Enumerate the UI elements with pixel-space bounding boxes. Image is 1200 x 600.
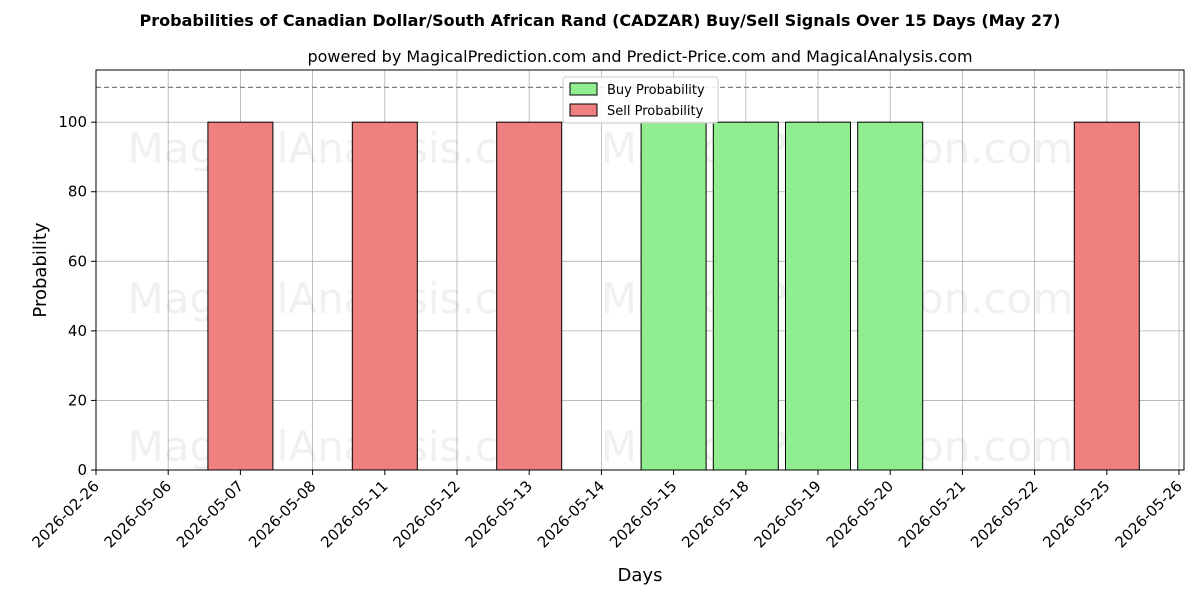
x-tick-label-9: 2026-05-18 [678,477,752,551]
x-tick-label-4: 2026-05-11 [317,477,391,551]
legend-box [562,76,719,124]
y-tick-label-5: 100 [58,113,87,131]
x-tick-label-6: 2026-05-13 [462,477,536,551]
sell-bar-1 [351,121,418,471]
y-tick-label-0: 0 [77,461,87,479]
x-tick-label-12: 2026-05-21 [895,477,969,551]
x-tick-label-10: 2026-05-19 [750,477,824,551]
x-tick-label-8: 2026-05-15 [606,477,680,551]
plot-frame [95,69,1185,471]
buy-bar-3 [857,121,924,471]
chart-subtitle: powered by MagicalPrediction.com and Pre… [307,47,972,66]
buy-bar-0 [640,121,707,471]
bars [207,121,1140,471]
legend: Buy Probability Sell Probability [562,76,719,124]
buy-bar-1 [712,121,779,471]
y-tick-label-1: 20 [68,391,87,409]
y-tick-label-2: 40 [68,322,87,340]
watermark-text: MagicalAnalysis.com [128,422,565,471]
sell-bar-0 [207,121,274,471]
legend-swatch-sell [569,103,598,117]
watermark-text: MagicalAnalysis.com [128,274,565,323]
x-tick-label-14: 2026-05-25 [1039,477,1113,551]
y-tick-label-4: 80 [68,183,87,201]
chart-title: Probabilities of Canadian Dollar/South A… [140,11,1061,30]
watermark-text: MagicalAnalysis.com [128,124,565,173]
x-axis-ticks: 2026-02-262026-05-062026-05-072026-05-08… [28,470,1186,551]
legend-label-buy: Buy Probability [607,83,705,98]
x-axis-label: Days [618,565,663,586]
x-tick-label-15: 2026-05-26 [1111,477,1185,551]
y-tick-label-3: 60 [68,252,87,270]
x-tick-label-3: 2026-05-08 [245,477,319,551]
sell-bar-3 [1073,121,1140,471]
x-tick-label-0: 2026-02-26 [28,477,102,551]
legend-swatch-buy [569,82,598,96]
legend-label-sell: Sell Probability [607,104,704,119]
x-tick-label-11: 2026-05-20 [823,477,897,551]
x-tick-label-5: 2026-05-12 [389,477,463,551]
buy-bar-2 [785,121,851,471]
x-tick-label-2: 2026-05-07 [173,477,247,551]
x-tick-label-13: 2026-05-22 [967,477,1041,551]
x-tick-label-1: 2026-05-06 [101,477,175,551]
x-tick-label-7: 2026-05-14 [534,477,608,551]
y-axis-ticks: 0 20 40 60 80 100 [58,113,96,479]
y-axis-label: Probability [30,222,51,317]
sell-bar-2 [496,121,563,471]
